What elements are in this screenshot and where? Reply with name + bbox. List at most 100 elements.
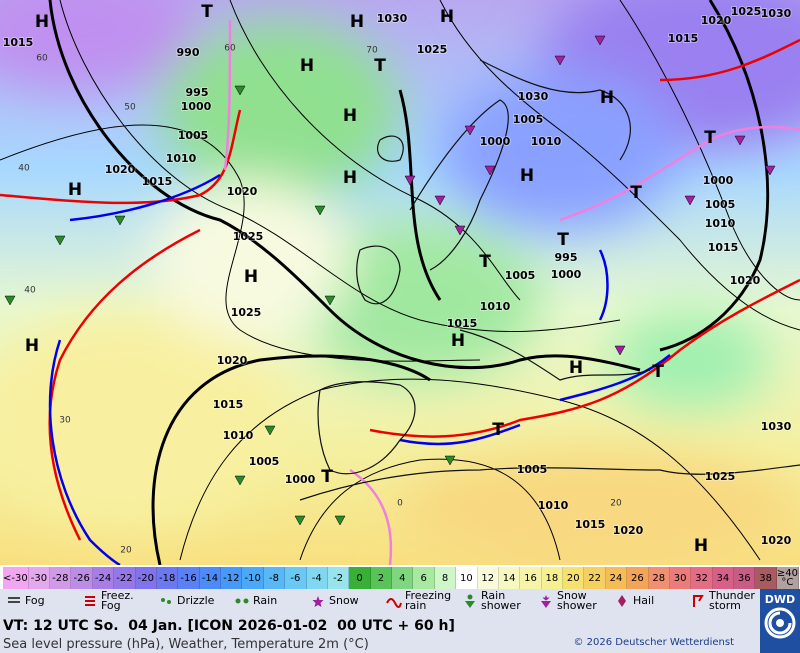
weather-legend: Fog Freez. Fog Drizzle Rain Snow Freezing rai…	[0, 589, 760, 613]
isobar-label: 1010	[705, 217, 736, 230]
weather-legend-item: Rain shower	[462, 590, 532, 611]
scale-cell: 14	[498, 567, 521, 589]
isobar-label: 1030	[761, 420, 792, 433]
isobar-labels: 1015103010259909951000100510101020101510…	[2, 4, 793, 548]
isobar-label: 1025	[417, 43, 448, 56]
weather-legend-item: Snow	[310, 593, 380, 609]
isobar-label: 1005	[513, 113, 544, 126]
pressure-center: T	[492, 420, 504, 440]
isobar-label: 1030	[761, 7, 792, 20]
logo-text: DWD	[764, 593, 796, 606]
pressure-center: H	[350, 12, 364, 32]
scale-cell: 36	[734, 567, 756, 589]
pressure-center: T	[201, 2, 213, 22]
weather-symbol	[614, 345, 626, 356]
weather-symbol	[234, 85, 246, 96]
weather-legend-label: Freezing rain	[405, 589, 452, 612]
isobar-label: 1020	[730, 274, 761, 287]
weather-legend-item: Hail	[614, 593, 684, 609]
isobar-label: 1020	[105, 163, 136, 176]
temperature-field	[0, 0, 800, 565]
footer: VT: 12 UTC So. 04 Jan. [ICON 2026-01-02 …	[0, 613, 760, 653]
scale-cell: 28	[648, 567, 670, 589]
pressure-center: H	[520, 166, 534, 186]
pressure-center: H	[35, 12, 49, 32]
isobar-label: 1000	[703, 174, 734, 187]
scale-cell: -30	[28, 567, 51, 589]
weather-symbol	[334, 515, 346, 526]
scale-cell: 10	[456, 567, 478, 589]
isobar-label: 1015	[213, 398, 244, 411]
temperature-label: 50	[124, 103, 136, 113]
scale-cell: 6	[413, 567, 435, 589]
scale-cell: <-30	[3, 567, 29, 589]
weather-legend-item: Freezing rain	[386, 589, 456, 612]
isobar-label: 1005	[705, 198, 736, 211]
scale-cell: 20	[563, 567, 585, 589]
temperature-label: 40	[18, 164, 30, 174]
scale-cell: -16	[178, 567, 200, 589]
weather-legend-label: Fog	[25, 594, 45, 607]
weather-symbol	[734, 135, 746, 146]
isobar-label: 1020	[613, 524, 644, 537]
isobar-label: 1010	[538, 499, 569, 512]
pressure-center: H	[440, 7, 454, 27]
weather-legend-label: Snow	[329, 594, 359, 607]
weather-symbol	[554, 55, 566, 66]
isobar-label: 1020	[761, 534, 792, 547]
weather-icon	[161, 598, 171, 604]
isobar-label: 1020	[217, 354, 248, 367]
isobar-label: 1010	[223, 429, 254, 442]
pressure-center: H	[451, 331, 465, 351]
weather-legend-label: Snow shower	[557, 589, 597, 612]
scale-cell: -4	[306, 567, 328, 589]
scale-cell: -20	[135, 567, 157, 589]
isobar-label: 1005	[249, 455, 280, 468]
pressure-center: H	[300, 56, 314, 76]
map: 1015103010259909951000100510101020101510…	[0, 0, 800, 565]
weather-legend-label: Rain	[253, 594, 278, 607]
scale-cell: 38	[755, 567, 777, 589]
isobar-label: 1005	[178, 129, 209, 142]
weather-icon	[541, 595, 551, 608]
weather-legend-item: Fog	[6, 593, 76, 609]
scale-cell: 0	[349, 567, 371, 589]
isobar-label: 1025	[233, 230, 264, 243]
scale-cell: 24	[605, 567, 628, 589]
scale-cell: 22	[584, 567, 606, 589]
pressure-center: T	[374, 56, 386, 76]
isobar-label: 1000	[285, 473, 316, 486]
logo-icon	[764, 607, 796, 639]
isobar-label: 1015	[668, 32, 699, 45]
weather-icon	[312, 596, 324, 607]
weather-symbol	[444, 455, 456, 466]
pressure-center: T	[704, 128, 716, 148]
scale-cell: -18	[156, 567, 179, 589]
temperature-labels: 60 50 40 40 30 20 70 60 20 0	[18, 44, 622, 556]
pressure-center: H	[694, 536, 708, 556]
description: Sea level pressure (hPa), Weather, Tempe…	[3, 637, 369, 652]
weather-legend-label: Freez. Fog	[101, 589, 134, 612]
isobar-label: 995	[555, 251, 578, 264]
weather-legend-label: Thunder storm	[709, 589, 755, 612]
scale-cell: ≥40 °C	[776, 567, 799, 589]
weather-symbol	[314, 205, 326, 216]
isobar-label: 990	[177, 46, 200, 59]
temperature-scale: <-30 -30 -28 -26 -24 -22 -20 -18 -16 -14 -12 -10 -8-…	[3, 567, 799, 589]
isobar-label: 1030	[518, 90, 549, 103]
weather-icon	[618, 595, 626, 607]
isobar-label: 1000	[551, 268, 582, 281]
scale-cell: -12	[221, 567, 243, 589]
weather-symbol	[764, 165, 776, 176]
scale-cell: -10	[242, 567, 264, 589]
scale-cell: -26	[71, 567, 93, 589]
isobar-label: 1010	[480, 300, 511, 313]
isobar-label: 1025	[705, 470, 736, 483]
fronts	[0, 19, 800, 565]
isobar-label: 1000	[480, 135, 511, 148]
temperature-label: 70	[366, 46, 378, 56]
weather-symbol	[454, 225, 466, 236]
weather-symbol	[4, 295, 16, 306]
scale-cell: -22	[114, 567, 136, 589]
